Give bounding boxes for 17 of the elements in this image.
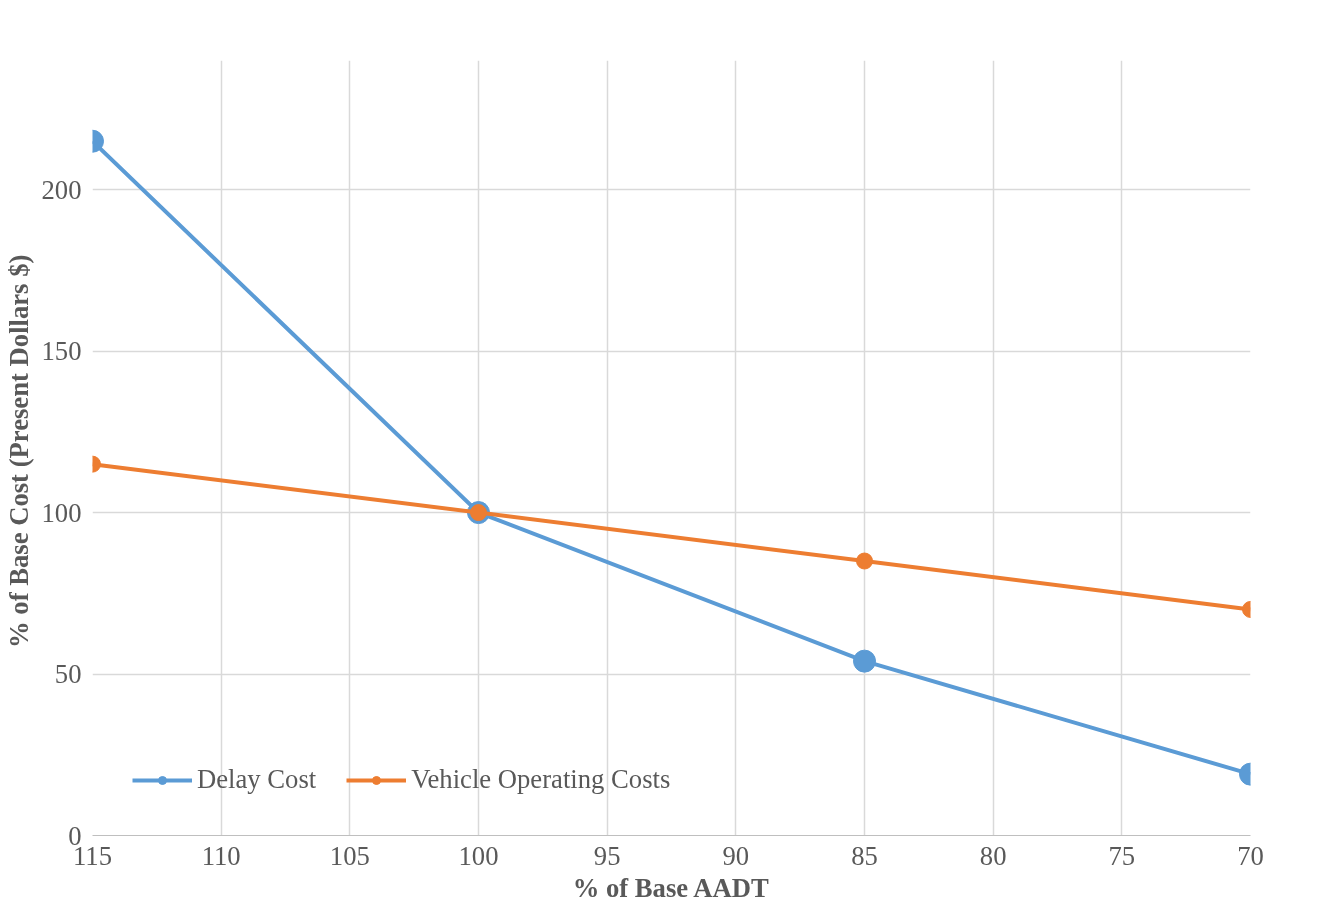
y-tick-label: 50	[54, 659, 82, 690]
y-axis-title: % of Base Cost (Present Dollars $)	[3, 254, 34, 649]
x-tick-label: 80	[979, 840, 1007, 871]
x-tick-label: 90	[722, 840, 750, 871]
y-tick-label: 100	[41, 497, 82, 528]
y-tick-label: 150	[41, 336, 82, 367]
x-tick-label: 85	[851, 840, 878, 871]
x-tick-label: 105	[329, 840, 370, 871]
x-tick-label: 110	[201, 840, 241, 871]
legend-label: Vehicle Operating Costs	[411, 764, 671, 795]
x-axis-title: % of Base AADT	[572, 872, 770, 903]
legend-label: Delay Cost	[197, 764, 317, 795]
x-tick-label: 95	[593, 840, 621, 871]
x-tick-label: 75	[1108, 840, 1136, 871]
y-tick-label: 200	[41, 174, 82, 205]
x-tick-label: 100	[458, 840, 499, 871]
x-tick-label: 70	[1237, 840, 1264, 871]
